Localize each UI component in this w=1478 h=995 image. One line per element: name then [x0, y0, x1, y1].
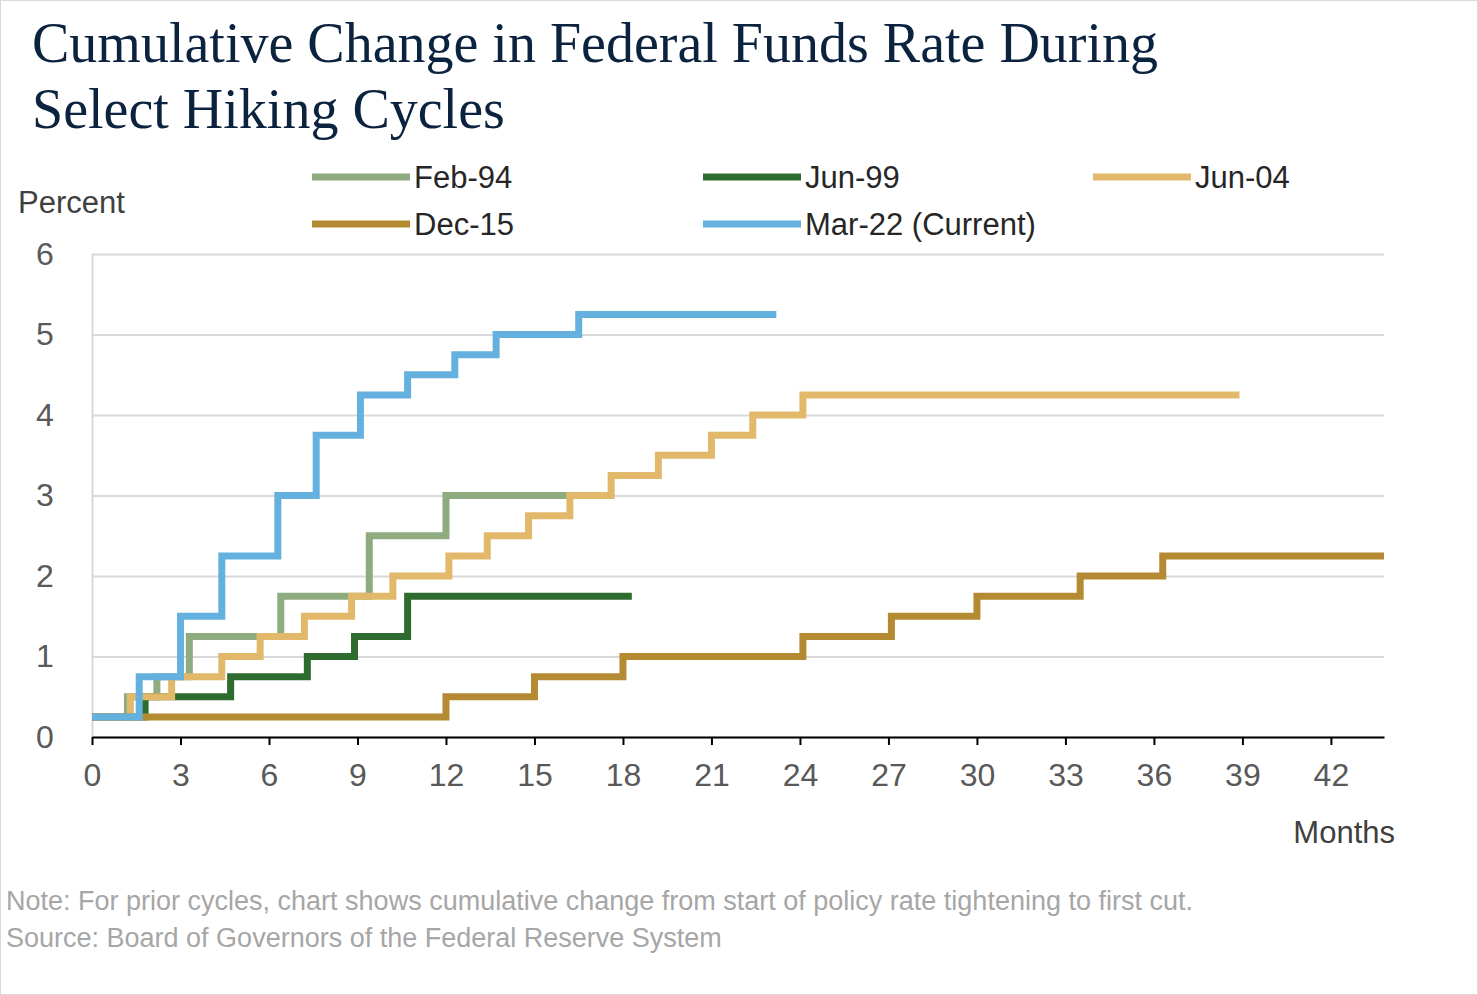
plot: 012345603691215182124273033363942 [36, 236, 1384, 793]
x-tick-mark [799, 737, 801, 745]
x-tick-mark [180, 737, 182, 745]
x-tick-mark [711, 737, 713, 745]
x-tick-label: 3 [172, 757, 190, 793]
y-tick-label: 5 [36, 316, 54, 352]
legend-swatch [312, 174, 410, 181]
x-tick-label: 24 [783, 757, 819, 793]
grid-line [92, 254, 1384, 256]
x-tick-mark [534, 737, 536, 745]
y-tick: 2 [36, 558, 1384, 594]
series-group [92, 314, 1384, 717]
legend-swatch [1093, 174, 1191, 181]
x-tick-mark [888, 737, 890, 745]
x-tick: 42 [1314, 737, 1350, 793]
legend-swatch [703, 174, 801, 181]
x-tick-label: 30 [960, 757, 996, 793]
chart: Cumulative Change in Federal Funds Rate … [0, 0, 1478, 995]
x-tick-label: 36 [1137, 757, 1173, 793]
grid-line [92, 576, 1384, 578]
y-tick-label: 0 [36, 719, 54, 755]
y-tick-label: 3 [36, 477, 54, 513]
y-tick: 6 [36, 236, 1384, 272]
y-tick-label: 6 [36, 236, 54, 272]
x-tick: 30 [960, 737, 996, 793]
x-tick-mark [92, 737, 94, 745]
x-tick-label: 33 [1048, 757, 1084, 793]
y-tick: 5 [36, 316, 1384, 352]
title: Cumulative Change in Federal Funds Rate … [32, 12, 1158, 140]
x-tick-mark [1242, 737, 1244, 745]
x-tick: 33 [1048, 737, 1084, 793]
series-line [92, 496, 567, 717]
legend-swatch [312, 221, 410, 228]
y-tick: 4 [36, 397, 1384, 433]
y-tick: 0 [36, 719, 1384, 755]
legend-label: Feb-94 [414, 160, 512, 195]
y-tick: 3 [36, 477, 1384, 513]
y-tick-label: 4 [36, 397, 54, 433]
x-axis-title: Months [1293, 815, 1395, 850]
x-tick-label: 12 [429, 757, 465, 793]
grid-line [92, 415, 1384, 417]
x-tick: 21 [694, 737, 730, 793]
x-tick-mark [445, 737, 447, 745]
x-tick: 15 [517, 737, 553, 793]
y-tick-label: 2 [36, 558, 54, 594]
x-tick-label: 9 [349, 757, 367, 793]
x-tick: 39 [1225, 737, 1261, 793]
x-tick: 18 [606, 737, 642, 793]
y-axis-title: Percent [18, 185, 125, 220]
x-axis-line [93, 737, 1385, 739]
background [1, 1, 1478, 995]
x-tick-mark [1153, 737, 1155, 745]
note: Note: For prior cycles, chart shows cumu… [6, 886, 1193, 916]
x-tick-mark [622, 737, 624, 745]
legend-swatch [703, 221, 801, 228]
x-tick-label: 21 [694, 757, 730, 793]
legend-label: Dec-15 [414, 207, 514, 242]
x-tick: 24 [783, 737, 819, 793]
x-tick-mark [1065, 737, 1067, 745]
x-tick: 3 [172, 737, 190, 793]
x-tick-label: 0 [84, 757, 102, 793]
x-tick-mark [976, 737, 978, 745]
x-tick-label: 15 [517, 757, 553, 793]
x-tick: 9 [349, 737, 367, 793]
x-tick-mark [268, 737, 270, 745]
grid-line [92, 737, 1384, 739]
x-tick-label: 42 [1314, 757, 1350, 793]
x-tick: 12 [429, 737, 465, 793]
x-tick-mark [357, 737, 359, 745]
x-tick-mark [1330, 737, 1332, 745]
x-tick-label: 6 [261, 757, 279, 793]
x-tick: 36 [1137, 737, 1173, 793]
series-line [92, 314, 776, 717]
legend-label: Jun-04 [1195, 160, 1290, 195]
legend-label: Mar-22 (Current) [805, 207, 1036, 242]
x-tick: 0 [84, 737, 102, 793]
x-tick-label: 27 [871, 757, 907, 793]
y-tick-label: 1 [36, 638, 54, 674]
x-tick: 6 [261, 737, 279, 793]
x-axis: 03691215182124273033363942 [84, 737, 1385, 793]
source: Source: Board of Governors of the Federa… [6, 923, 722, 953]
x-tick-label: 18 [606, 757, 642, 793]
series-line [92, 556, 1384, 717]
grid-line [92, 334, 1384, 336]
x-tick-label: 39 [1225, 757, 1261, 793]
legend-label: Jun-99 [805, 160, 900, 195]
y-axis: 0 1 2 3 4 5 6 [36, 236, 1384, 755]
x-tick: 27 [871, 737, 907, 793]
